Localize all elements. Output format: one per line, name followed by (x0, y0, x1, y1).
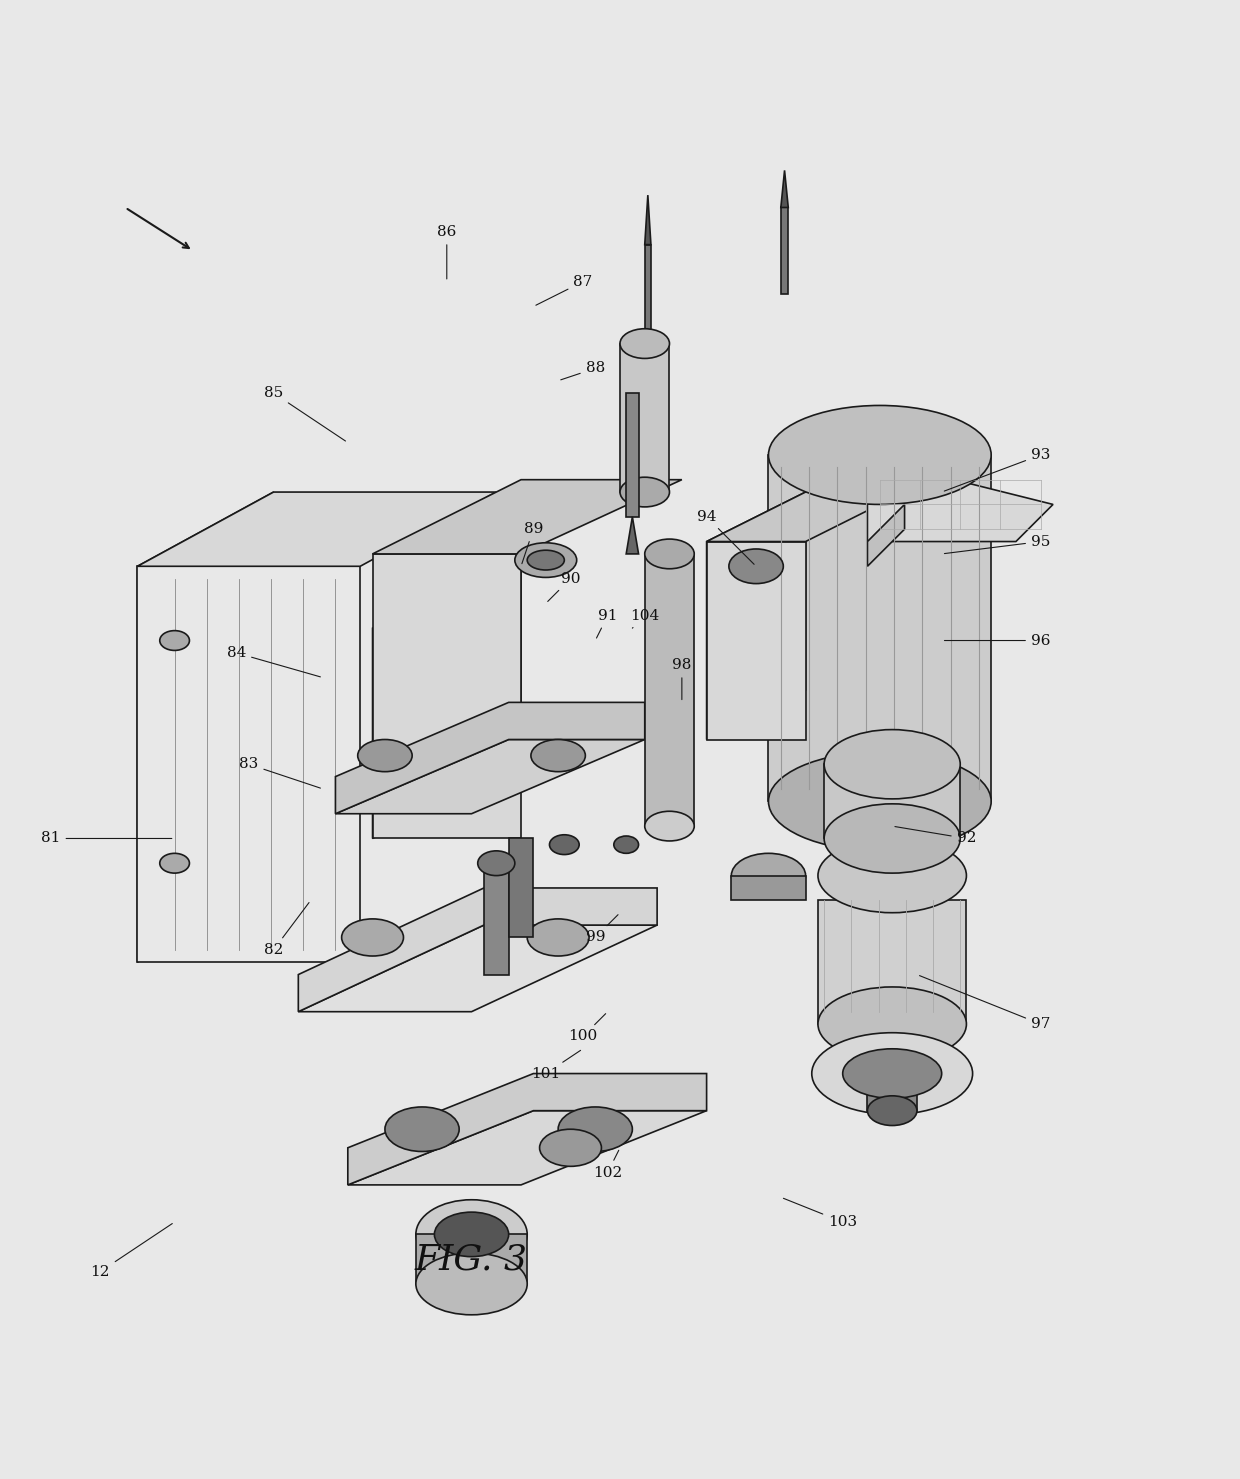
Ellipse shape (342, 918, 403, 955)
Polygon shape (299, 924, 657, 1012)
Polygon shape (707, 541, 806, 740)
Polygon shape (626, 393, 639, 516)
Ellipse shape (620, 328, 670, 358)
Ellipse shape (531, 740, 585, 772)
Polygon shape (299, 887, 657, 1012)
Polygon shape (707, 493, 904, 541)
Ellipse shape (868, 1096, 916, 1126)
Ellipse shape (549, 834, 579, 855)
Text: 101: 101 (531, 1050, 580, 1081)
Polygon shape (336, 740, 645, 813)
Polygon shape (645, 244, 651, 331)
Text: 104: 104 (630, 609, 660, 629)
Polygon shape (645, 195, 651, 244)
Text: 98: 98 (672, 658, 692, 700)
Polygon shape (626, 516, 639, 555)
Polygon shape (138, 493, 496, 566)
Polygon shape (347, 1074, 707, 1185)
Polygon shape (484, 864, 508, 975)
Text: 93: 93 (945, 448, 1050, 491)
Text: 84: 84 (227, 646, 320, 677)
Polygon shape (336, 703, 645, 813)
Ellipse shape (818, 986, 966, 1060)
Ellipse shape (769, 405, 991, 504)
Ellipse shape (769, 751, 991, 850)
Text: 95: 95 (945, 534, 1050, 553)
Ellipse shape (527, 918, 589, 955)
Polygon shape (818, 901, 966, 1023)
Ellipse shape (384, 1106, 459, 1152)
Polygon shape (347, 1111, 707, 1185)
Text: 99: 99 (585, 914, 618, 945)
Ellipse shape (515, 543, 577, 577)
Ellipse shape (825, 729, 960, 799)
Text: 97: 97 (920, 976, 1050, 1031)
Text: FIG. 3: FIG. 3 (415, 1242, 528, 1276)
Text: 86: 86 (438, 225, 456, 280)
Text: 81: 81 (41, 831, 172, 846)
Polygon shape (415, 1235, 527, 1284)
Text: 100: 100 (568, 1013, 605, 1043)
Polygon shape (372, 555, 521, 839)
Text: 12: 12 (91, 1223, 172, 1278)
Text: 103: 103 (784, 1198, 857, 1229)
Text: 91: 91 (596, 609, 618, 637)
Text: 90: 90 (548, 572, 580, 602)
Ellipse shape (812, 1032, 972, 1114)
Polygon shape (372, 479, 682, 555)
Polygon shape (868, 1074, 916, 1111)
Ellipse shape (415, 1253, 527, 1315)
Text: 94: 94 (697, 510, 754, 565)
Ellipse shape (645, 812, 694, 842)
Ellipse shape (818, 839, 966, 913)
Polygon shape (620, 343, 670, 493)
Polygon shape (732, 876, 806, 901)
Ellipse shape (732, 853, 806, 898)
Ellipse shape (415, 1199, 527, 1269)
Text: 96: 96 (945, 633, 1050, 648)
Text: 92: 92 (895, 827, 976, 846)
Polygon shape (781, 207, 789, 294)
Ellipse shape (160, 853, 190, 873)
Polygon shape (868, 504, 904, 566)
Ellipse shape (825, 803, 960, 873)
Text: 83: 83 (239, 757, 320, 788)
Ellipse shape (160, 630, 190, 651)
Text: 102: 102 (593, 1151, 622, 1180)
Polygon shape (769, 456, 991, 802)
Ellipse shape (434, 1213, 508, 1257)
Ellipse shape (558, 1106, 632, 1152)
Text: 87: 87 (536, 275, 593, 305)
Polygon shape (372, 555, 521, 839)
Polygon shape (645, 555, 694, 827)
Text: 89: 89 (522, 522, 543, 563)
Ellipse shape (477, 850, 515, 876)
Polygon shape (825, 765, 960, 839)
Polygon shape (138, 493, 274, 963)
Polygon shape (868, 467, 1053, 541)
Text: 88: 88 (560, 361, 605, 380)
Ellipse shape (527, 550, 564, 569)
Ellipse shape (614, 836, 639, 853)
Text: 85: 85 (264, 386, 346, 441)
Polygon shape (508, 839, 533, 938)
Polygon shape (781, 170, 789, 207)
Polygon shape (707, 493, 806, 740)
Ellipse shape (539, 1130, 601, 1167)
Ellipse shape (843, 1049, 941, 1099)
Ellipse shape (620, 478, 670, 507)
Ellipse shape (645, 538, 694, 569)
Ellipse shape (357, 740, 412, 772)
Ellipse shape (729, 549, 784, 584)
Polygon shape (138, 566, 360, 963)
Text: 82: 82 (264, 902, 309, 957)
